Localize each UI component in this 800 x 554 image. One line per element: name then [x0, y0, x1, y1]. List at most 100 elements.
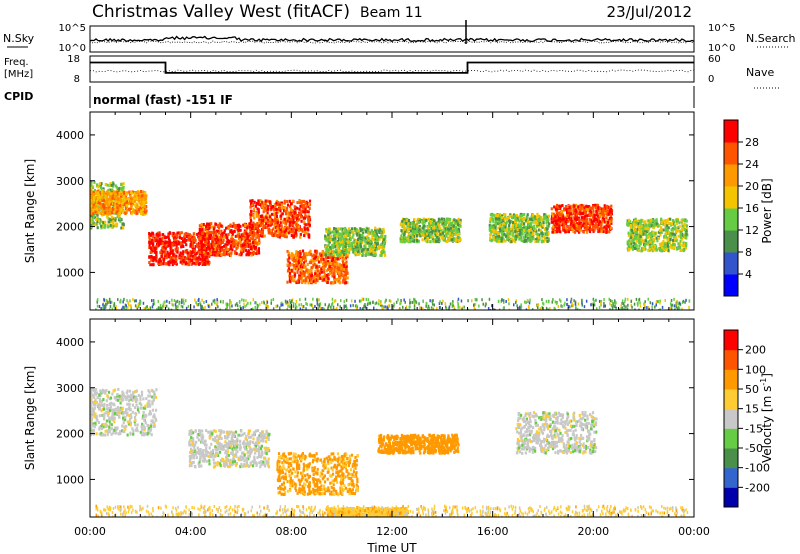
heatmap-cell: [274, 212, 277, 216]
heatmap-cell: [174, 233, 177, 237]
heatmap-cell: [313, 259, 316, 263]
heatmap-cell: [331, 259, 334, 263]
heatmap-cell: [96, 183, 99, 187]
heatmap-cell: [300, 279, 303, 283]
heatmap-cell: [610, 221, 613, 225]
heatmap-cell: [228, 227, 231, 231]
heatmap-cell: [285, 221, 288, 225]
heatmap-cell: [587, 209, 590, 213]
heatmap-cell: [91, 203, 94, 207]
heatmap-cell: [148, 232, 151, 236]
heatmap-cell: [571, 224, 574, 228]
heatmap-cell: [603, 220, 606, 224]
heatmap-cell: [252, 207, 256, 211]
heatmap-cell: [91, 194, 94, 198]
heatmap-cell: [212, 240, 215, 244]
heatmap-cell: [286, 269, 290, 273]
heatmap-cell: [258, 238, 261, 242]
heatmap-cell: [507, 230, 511, 234]
heatmap-cell: [380, 234, 383, 238]
heatmap-cell: [338, 262, 341, 266]
heatmap-cell: [310, 280, 313, 284]
heatmap-cell: [182, 250, 185, 254]
heatmap-cell: [315, 252, 318, 256]
heatmap-cell: [411, 234, 414, 238]
heatmap-cell: [117, 189, 120, 193]
heatmap-cell: [304, 223, 307, 227]
heatmap-cell: [434, 237, 437, 241]
heatmap-cell: [514, 240, 517, 244]
heatmap-cell: [158, 231, 161, 235]
heatmap-cell: [534, 221, 537, 225]
heatmap-cell: [97, 196, 100, 200]
heatmap-cell: [100, 224, 103, 228]
heatmap-cell: [420, 230, 423, 234]
heatmap-cell: [343, 238, 346, 242]
heatmap-cell: [257, 210, 260, 214]
heatmap-cell: [328, 248, 331, 252]
heatmap-cell: [189, 255, 192, 259]
heatmap-cell: [544, 215, 547, 219]
heatmap-cell: [317, 260, 321, 264]
heatmap-cell: [238, 228, 241, 232]
heatmap-cell: [106, 204, 109, 208]
heatmap-cell: [133, 209, 136, 213]
heatmap-cell: [91, 185, 94, 189]
heatmap-cell: [436, 236, 439, 239]
heatmap-cell: [304, 259, 307, 262]
heatmap-cell: [246, 233, 249, 237]
heatmap-cell: [106, 183, 109, 187]
heatmap-cell: [455, 228, 458, 232]
heatmap-cell: [303, 255, 306, 259]
heatmap-cell: [338, 274, 341, 278]
heatmap-cell: [162, 233, 165, 237]
heatmap-cell: [523, 216, 526, 220]
heatmap-cell: [235, 226, 238, 229]
heatmap-cell: [512, 234, 515, 238]
heatmap-cell: [350, 242, 353, 246]
noise-sky-trace: [89, 35, 695, 43]
heatmap-cell: [458, 229, 461, 233]
heatmap-cell: [307, 202, 311, 206]
heatmap-cell: [93, 180, 96, 184]
heatmap-cell: [328, 230, 331, 234]
heatmap-cell: [308, 217, 311, 221]
heatmap-cell: [431, 229, 434, 233]
heatmap-cell: [325, 230, 328, 234]
heatmap-cell: [141, 204, 144, 208]
heatmap-cell: [313, 275, 316, 278]
heatmap-cell: [341, 228, 344, 232]
heatmap-cell: [295, 229, 298, 233]
heatmap-cell: [258, 230, 261, 234]
heatmap-cell: [116, 215, 119, 219]
heatmap-cell: [245, 230, 248, 234]
heatmap-cell: [124, 194, 127, 198]
heatmap-cell: [342, 244, 345, 248]
heatmap-cell: [284, 218, 288, 222]
heatmap-cell: [328, 261, 331, 265]
heatmap-cell: [314, 255, 317, 259]
heatmap-cell: [237, 231, 240, 235]
heatmap-cell: [532, 232, 535, 236]
heatmap-cell: [234, 234, 237, 238]
heatmap-cell: [336, 262, 339, 266]
heatmap-cell: [380, 242, 383, 246]
heatmap-cell: [545, 233, 548, 237]
heatmap-cell: [299, 274, 302, 278]
heatmap-cell: [215, 247, 218, 251]
heatmap-cell: [300, 201, 303, 205]
heatmap-cell: [259, 215, 262, 218]
heatmap-cell: [250, 253, 253, 257]
heatmap-cell: [326, 273, 329, 277]
heatmap-cell: [533, 220, 536, 224]
heatmap-cell: [151, 243, 155, 247]
heatmap-cell: [411, 239, 414, 243]
heatmap-cell: [126, 200, 129, 204]
heatmap-cell: [163, 258, 166, 261]
heatmap-cell: [373, 234, 376, 238]
heatmap-cell: [107, 212, 110, 216]
heatmap-cell: [341, 253, 344, 257]
heatmap-cell: [149, 263, 152, 267]
heatmap-cell: [101, 204, 104, 208]
heatmap-cell: [452, 224, 455, 228]
